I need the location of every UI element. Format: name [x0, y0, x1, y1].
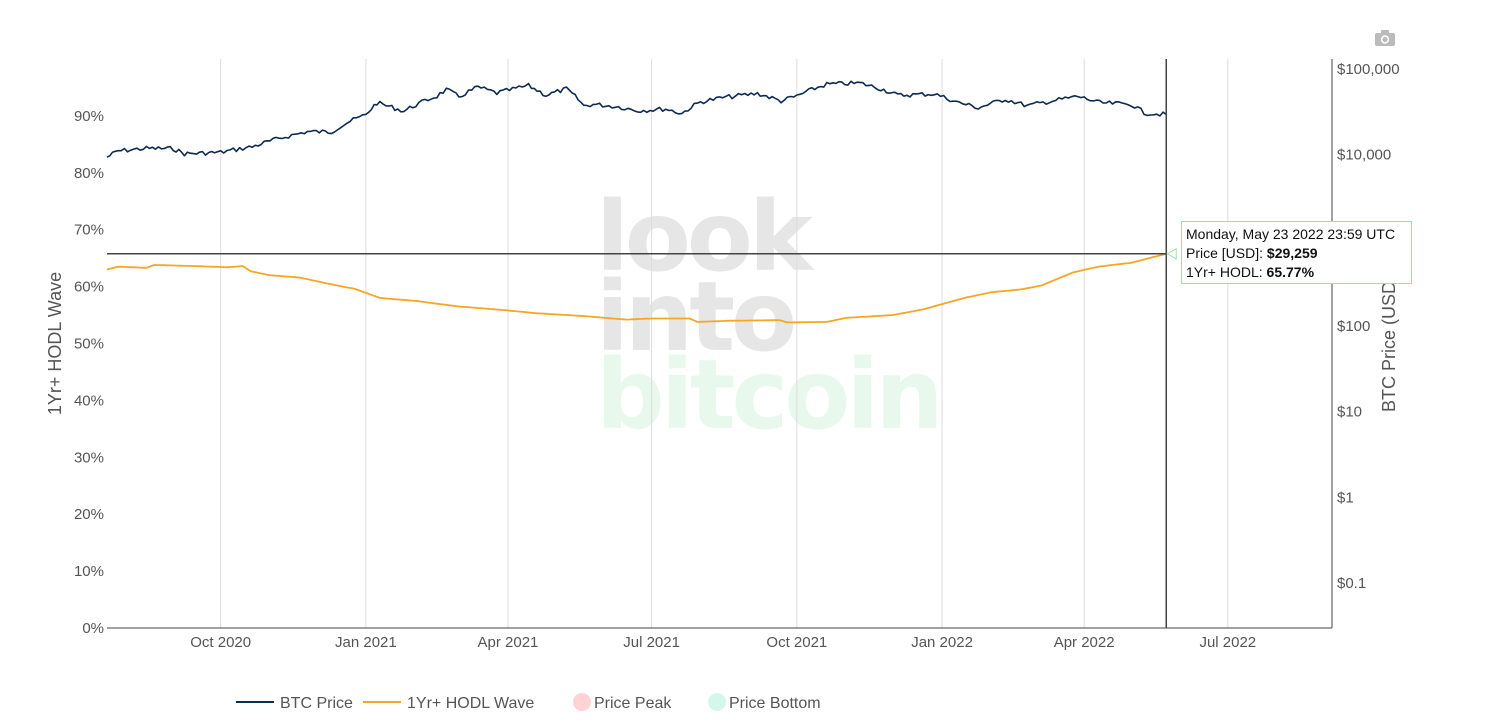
- legend-label[interactable]: Price Bottom: [729, 695, 821, 712]
- watermark-into: into: [596, 261, 793, 373]
- tooltip-hodl-row: 1Yr+ HODL: 65.77%: [1186, 263, 1407, 282]
- legend-label[interactable]: 1Yr+ HODL Wave: [407, 695, 534, 712]
- tooltip-price-row: Price [USD]: $29,259: [1186, 244, 1407, 263]
- y-left-tick-label: 20%: [74, 506, 104, 523]
- x-tick-label: Jan 2022: [911, 634, 973, 651]
- y-left-tick-label: 60%: [74, 279, 104, 296]
- x-tick-label: Jul 2021: [623, 634, 680, 651]
- y-left-tick-label: 40%: [74, 392, 104, 409]
- y-left-axis-title: 1Yr+ HODL Wave: [45, 272, 65, 415]
- legend-item[interactable]: BTC Price: [236, 695, 353, 712]
- y-right-tick-label: $100: [1337, 318, 1370, 335]
- y-left-tick-label: 80%: [74, 165, 104, 182]
- tooltip-date: Monday, May 23 2022 23:59 UTC: [1186, 226, 1396, 242]
- grid: [220, 59, 1229, 628]
- legend-label[interactable]: BTC Price: [280, 695, 353, 712]
- legend-item[interactable]: Price Bottom: [708, 693, 821, 712]
- y-right-tick-label: $0.1: [1337, 575, 1366, 592]
- x-tick-label: Oct 2021: [766, 634, 827, 651]
- x-tick-label: Jan 2021: [335, 634, 397, 651]
- legend-label[interactable]: Price Peak: [594, 695, 672, 712]
- x-tick-label: Apr 2021: [478, 634, 539, 651]
- legend-item[interactable]: Price Peak: [573, 693, 672, 712]
- legend-swatch-marker: [573, 693, 591, 711]
- watermark-look: look: [596, 181, 815, 293]
- y-left-tick-label: 70%: [74, 222, 104, 239]
- y-right-tick-label: $10: [1337, 404, 1362, 421]
- series: [106, 80, 1167, 324]
- x-tick-label: Oct 2020: [190, 634, 251, 651]
- watermark: look into bitcoin: [596, 181, 944, 451]
- y-right-axis-title: BTC Price (USD): [1379, 275, 1399, 412]
- y-left-tick-label: 30%: [74, 449, 104, 466]
- hover-tooltip: Monday, May 23 2022 23:59 UTC Price [USD…: [1181, 221, 1412, 284]
- tooltip-pointer: [1166, 247, 1177, 260]
- hodl-wave-line: [106, 252, 1167, 324]
- tooltip-hodl-label: 1Yr+ HODL:: [1186, 264, 1267, 280]
- btc-price-line: [106, 80, 1167, 158]
- watermark-bitcoin: bitcoin: [596, 339, 940, 451]
- tooltip-price-value: $29,259: [1266, 245, 1318, 261]
- x-tick-label: Jul 2022: [1199, 634, 1256, 651]
- y-left-tick-label: 10%: [74, 563, 104, 580]
- y-right-tick-label: $100,000: [1337, 61, 1400, 78]
- axes: Oct 2020 Jan 2021 Apr 2021 Jul 2021 Oct 2021…: [45, 59, 1400, 651]
- crosshair: [107, 59, 1177, 628]
- y-right-tick-label: $10,000: [1337, 147, 1391, 164]
- x-tick-label: Apr 2022: [1054, 634, 1115, 651]
- tooltip-price-label: Price [USD]:: [1186, 245, 1267, 261]
- tooltip-hodl-value: 65.77%: [1266, 264, 1315, 280]
- legend[interactable]: BTC Price 1Yr+ HODL Wave Price Peak Price B…: [236, 693, 821, 712]
- y-right-tick-label: $1: [1337, 489, 1354, 506]
- camera-icon[interactable]: [1374, 29, 1396, 47]
- y-left-tick-label: 0%: [82, 620, 104, 637]
- legend-item[interactable]: 1Yr+ HODL Wave: [363, 695, 534, 712]
- y-left-tick-label: 90%: [74, 108, 104, 125]
- y-left-tick-label: 50%: [74, 336, 104, 353]
- legend-swatch-marker: [708, 693, 726, 711]
